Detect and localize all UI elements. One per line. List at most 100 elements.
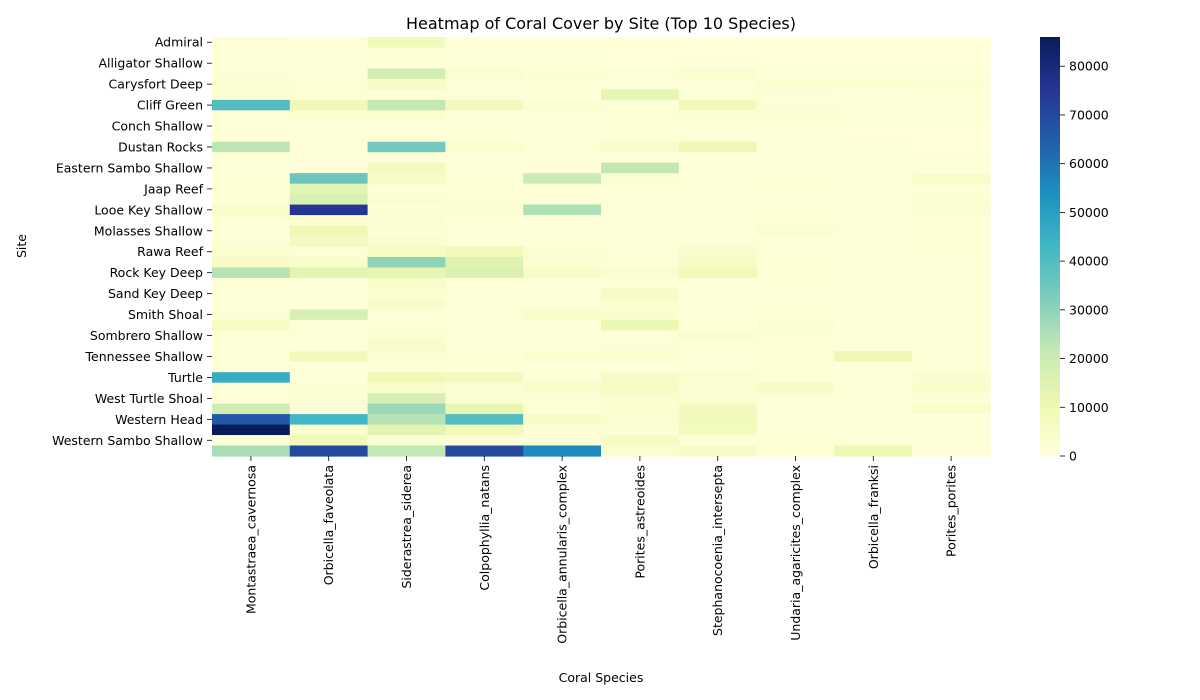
heatmap-cell [912, 288, 991, 300]
heatmap-cell [445, 236, 524, 248]
heatmap-cell [912, 194, 991, 206]
heatmap-cell [212, 89, 291, 101]
heatmap-cell [912, 351, 991, 363]
heatmap-cell [678, 99, 758, 111]
heatmap-cell [601, 162, 680, 174]
heatmap-cell [834, 330, 913, 342]
heatmap-cell [289, 351, 369, 363]
heatmap-cell [601, 277, 680, 289]
heatmap-cell [912, 47, 991, 59]
heatmap-cell [289, 120, 369, 132]
heatmap-cell [523, 131, 602, 143]
heatmap-cell [212, 319, 291, 331]
heatmap-cell [523, 99, 602, 111]
heatmap-cell [912, 298, 991, 310]
heatmap-cell [756, 37, 835, 49]
y-tick-label: Smith Shoal [128, 307, 203, 322]
heatmap-cell [212, 372, 291, 384]
heatmap-cell [367, 68, 446, 80]
x-tick-label: Siderastrea_siderea [399, 465, 414, 589]
heatmap-cell [912, 277, 991, 289]
heatmap-cell [212, 162, 291, 174]
heatmap-cell [212, 236, 291, 248]
heatmap-cell [212, 225, 291, 237]
heatmap-cell [834, 288, 913, 300]
y-tick-label: Tennessee Shallow [85, 349, 203, 364]
heatmap-cell [289, 68, 369, 80]
y-tick-label: Molasses Shallow [94, 223, 203, 238]
heatmap-cell [601, 131, 680, 143]
heatmap-cell [678, 183, 758, 195]
heatmap-cell [834, 152, 913, 164]
heatmap-cell [678, 319, 758, 331]
heatmap-cell [523, 246, 602, 258]
heatmap-cell [912, 99, 991, 111]
heatmap-cell [289, 256, 369, 269]
y-axis-label: Site [14, 234, 29, 258]
heatmap-cell [678, 131, 758, 143]
heatmap-cell [756, 99, 835, 111]
heatmap-cell [912, 110, 991, 122]
colorbar [1040, 37, 1060, 456]
heatmap-cell [367, 424, 446, 436]
y-tick-label: Admiral [155, 35, 203, 50]
heatmap-cell [756, 162, 835, 174]
heatmap-cell [289, 382, 369, 394]
heatmap-cell [601, 141, 680, 153]
heatmap-cell [601, 382, 680, 394]
heatmap-cell [212, 194, 291, 206]
heatmap-cell [445, 194, 524, 206]
heatmap-cell [289, 47, 369, 59]
heatmap-cell [289, 277, 369, 289]
heatmap-cell [445, 57, 524, 70]
heatmap-cell [912, 435, 991, 447]
heatmap-cell [601, 309, 680, 321]
heatmap-cell [523, 361, 602, 373]
heatmap-cell [912, 152, 991, 164]
heatmap-cell [523, 204, 602, 216]
heatmap-cell [289, 445, 369, 457]
heatmap-cell [834, 183, 913, 195]
heatmap-cell [367, 246, 446, 258]
heatmap-cell [912, 68, 991, 80]
heatmap-cell [756, 110, 835, 122]
heatmap-cell [367, 435, 446, 447]
heatmap-cell [367, 215, 446, 227]
heatmap-cell [756, 236, 835, 248]
heatmap-cell [834, 68, 913, 80]
heatmap-cell [445, 37, 524, 49]
heatmap-cell [367, 194, 446, 206]
colorbar-tick-label: 0 [1069, 449, 1077, 464]
heatmap-cell [212, 173, 291, 185]
heatmap-cell [445, 120, 524, 132]
y-tick-label: Sand Key Deep [108, 286, 203, 301]
heatmap-cell [212, 110, 291, 122]
heatmap-cell [912, 382, 991, 394]
heatmap-cell [289, 246, 369, 258]
heatmap-cell [212, 340, 291, 352]
heatmap-cell [523, 152, 602, 164]
heatmap-cell [289, 309, 369, 321]
heatmap-cell [289, 57, 369, 70]
heatmap-cell [445, 382, 524, 394]
y-tick-label: Sombrero Shallow [90, 328, 203, 343]
heatmap-cell [523, 141, 602, 153]
heatmap-cell [756, 340, 835, 352]
heatmap-cell [834, 225, 913, 237]
heatmap-cell [601, 89, 680, 101]
heatmap-cell [289, 131, 369, 143]
heatmap-cell [601, 120, 680, 132]
heatmap-cell [601, 152, 680, 164]
heatmap-cell [678, 204, 758, 216]
heatmap-cell [678, 89, 758, 101]
heatmap-cell [523, 78, 602, 90]
x-tick-label: Porites_porites [944, 465, 959, 557]
heatmap-cell [834, 120, 913, 132]
heatmap-cell [289, 424, 369, 436]
heatmap-cell [601, 57, 680, 70]
heatmap-cell [678, 152, 758, 164]
heatmap-cell [212, 99, 291, 111]
heatmap-cell [756, 414, 835, 426]
heatmap-cell [367, 382, 446, 394]
heatmap-cell [601, 47, 680, 59]
